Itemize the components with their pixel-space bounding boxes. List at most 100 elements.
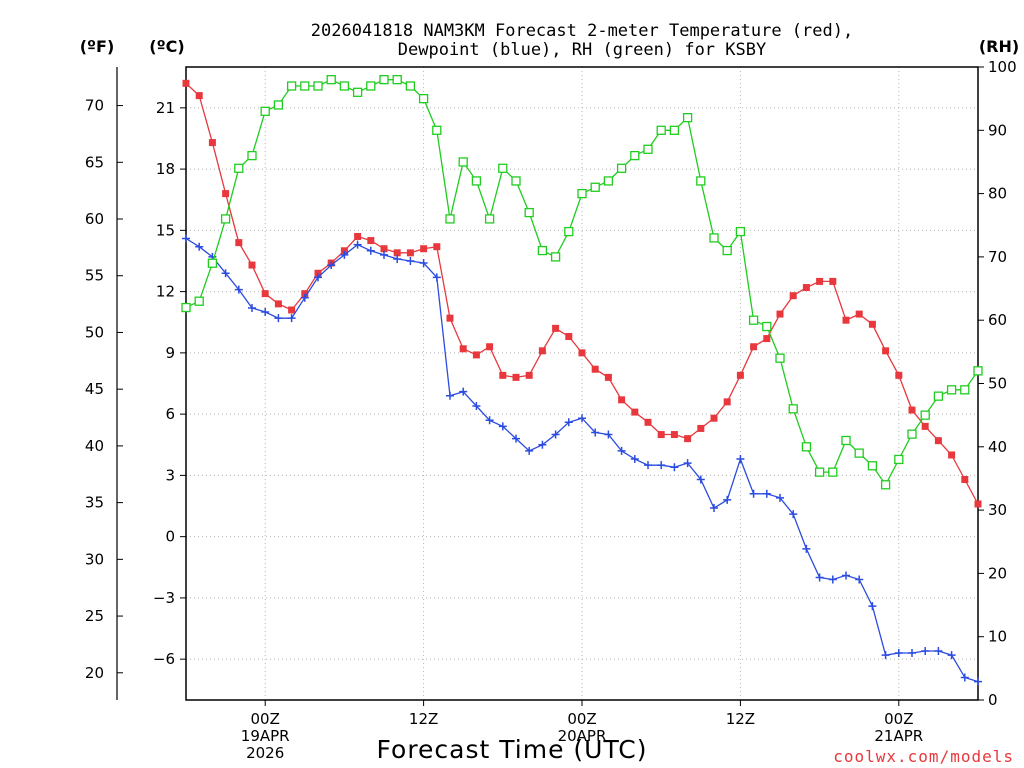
dewpoint-point xyxy=(855,575,864,584)
temperature-point xyxy=(816,277,824,285)
fahrenheit-tick-label: 65 xyxy=(85,153,104,171)
dewpoint-point xyxy=(300,293,309,302)
temperature-point xyxy=(842,316,850,324)
rh-point xyxy=(933,391,944,401)
temperature-point xyxy=(829,277,837,285)
temperature-point xyxy=(393,249,401,257)
dewpoint-point xyxy=(221,269,230,278)
rh-point xyxy=(590,182,600,192)
rh-point xyxy=(841,435,851,446)
fahrenheit-tick-label: 30 xyxy=(85,550,104,568)
rh-point xyxy=(498,163,508,173)
rh-point xyxy=(405,81,416,91)
fahrenheit-tick-label: 70 xyxy=(85,97,104,115)
rh-point xyxy=(946,385,957,395)
rh-point xyxy=(524,207,534,218)
rh-tick-label: 40 xyxy=(988,438,1007,456)
rh-point xyxy=(234,163,244,173)
dewpoint-point xyxy=(327,261,336,270)
rh-tick-label: 60 xyxy=(988,311,1007,329)
rh-point xyxy=(366,81,376,91)
dewpoint-point xyxy=(393,254,402,263)
x-tick-label: 00Z xyxy=(251,710,280,728)
dewpoint-point xyxy=(868,602,877,611)
rh-point xyxy=(260,106,270,116)
dewpoint-point xyxy=(314,273,322,282)
temperature-point xyxy=(486,343,494,351)
dewpoint-point xyxy=(934,646,943,655)
temperature-point xyxy=(974,500,982,508)
rh-point xyxy=(920,410,930,420)
dewpoint-point xyxy=(512,434,520,443)
x-tick-label: 19APR xyxy=(241,727,290,745)
dewpoint-series xyxy=(182,234,982,686)
dewpoint-point xyxy=(881,651,890,660)
temperature-point xyxy=(433,243,441,251)
celsius-tick-label: 21 xyxy=(156,99,175,117)
temperature-point xyxy=(855,310,863,318)
temperature-point xyxy=(472,351,480,359)
dewpoint-point xyxy=(960,673,969,682)
celsius-tick-label: 18 xyxy=(156,160,175,178)
temperature-point xyxy=(670,431,678,439)
rh-point xyxy=(854,448,864,458)
credit-text: coolwx.com/models xyxy=(833,747,1014,766)
dewpoint-point xyxy=(630,455,639,464)
temperature-point xyxy=(459,345,467,353)
dewpoint-point xyxy=(776,493,784,502)
rh-point xyxy=(762,321,772,332)
grid-lines xyxy=(186,67,978,700)
dewpoint-point xyxy=(380,250,388,259)
temperature-point xyxy=(525,371,533,379)
temperature-point xyxy=(776,310,784,318)
chart-title-line-1: 2026041818 NAM3KM Forecast 2-meter Tempe… xyxy=(311,21,853,41)
temperature-point xyxy=(288,306,296,314)
temperature-point xyxy=(763,335,771,343)
rh-point xyxy=(273,100,284,110)
rh-point xyxy=(748,315,759,325)
temperature-point xyxy=(882,347,890,355)
rh-tick-label: 30 xyxy=(988,501,1007,519)
rh-point xyxy=(550,252,561,262)
rh-point xyxy=(603,176,614,186)
rh-point xyxy=(181,302,191,313)
temperature-point xyxy=(723,398,731,406)
temperature-point xyxy=(367,237,375,245)
celsius-tick-label: −3 xyxy=(153,589,175,607)
rh-point xyxy=(828,467,838,477)
dewpoint-point xyxy=(617,446,626,455)
rh-tick-label: 50 xyxy=(988,375,1007,393)
dewpoint-point xyxy=(366,246,375,255)
temperature-point xyxy=(604,373,612,381)
dewpoint-point xyxy=(828,575,837,584)
dewpoint-point xyxy=(287,314,296,323)
rh-point xyxy=(484,214,495,224)
dewpoint-point xyxy=(578,414,586,423)
dewpoint-point xyxy=(564,418,573,427)
dewpoint-point xyxy=(248,303,256,312)
axes: 211815129630−3−6706560555045403530252010… xyxy=(85,58,1017,762)
rh-point xyxy=(616,163,627,173)
dewpoint-point xyxy=(894,649,903,658)
temperature-point xyxy=(380,245,388,253)
rh-point xyxy=(537,245,548,256)
plot-frame xyxy=(185,66,979,701)
temperature-point xyxy=(631,408,639,416)
dewpoint-point xyxy=(353,240,362,249)
temperature-point xyxy=(657,431,665,439)
fahrenheit-tick-label: 50 xyxy=(85,323,104,341)
temperature-point xyxy=(934,437,942,445)
temperature-point xyxy=(208,139,216,147)
celsius-tick-label: 0 xyxy=(165,528,175,546)
rh-point xyxy=(656,125,666,135)
dewpoint-point xyxy=(842,571,850,580)
dewpoint-point xyxy=(446,391,454,400)
chart-title-line-2: Dewpoint (blue), RH (green) for KSBY xyxy=(398,40,766,60)
rh-point xyxy=(326,75,336,85)
temperature-point xyxy=(182,79,190,87)
temperature-point xyxy=(789,292,797,300)
temperature-point xyxy=(868,320,876,328)
rh-unit-label: (RH) xyxy=(979,37,1019,56)
rh-point xyxy=(801,442,812,452)
